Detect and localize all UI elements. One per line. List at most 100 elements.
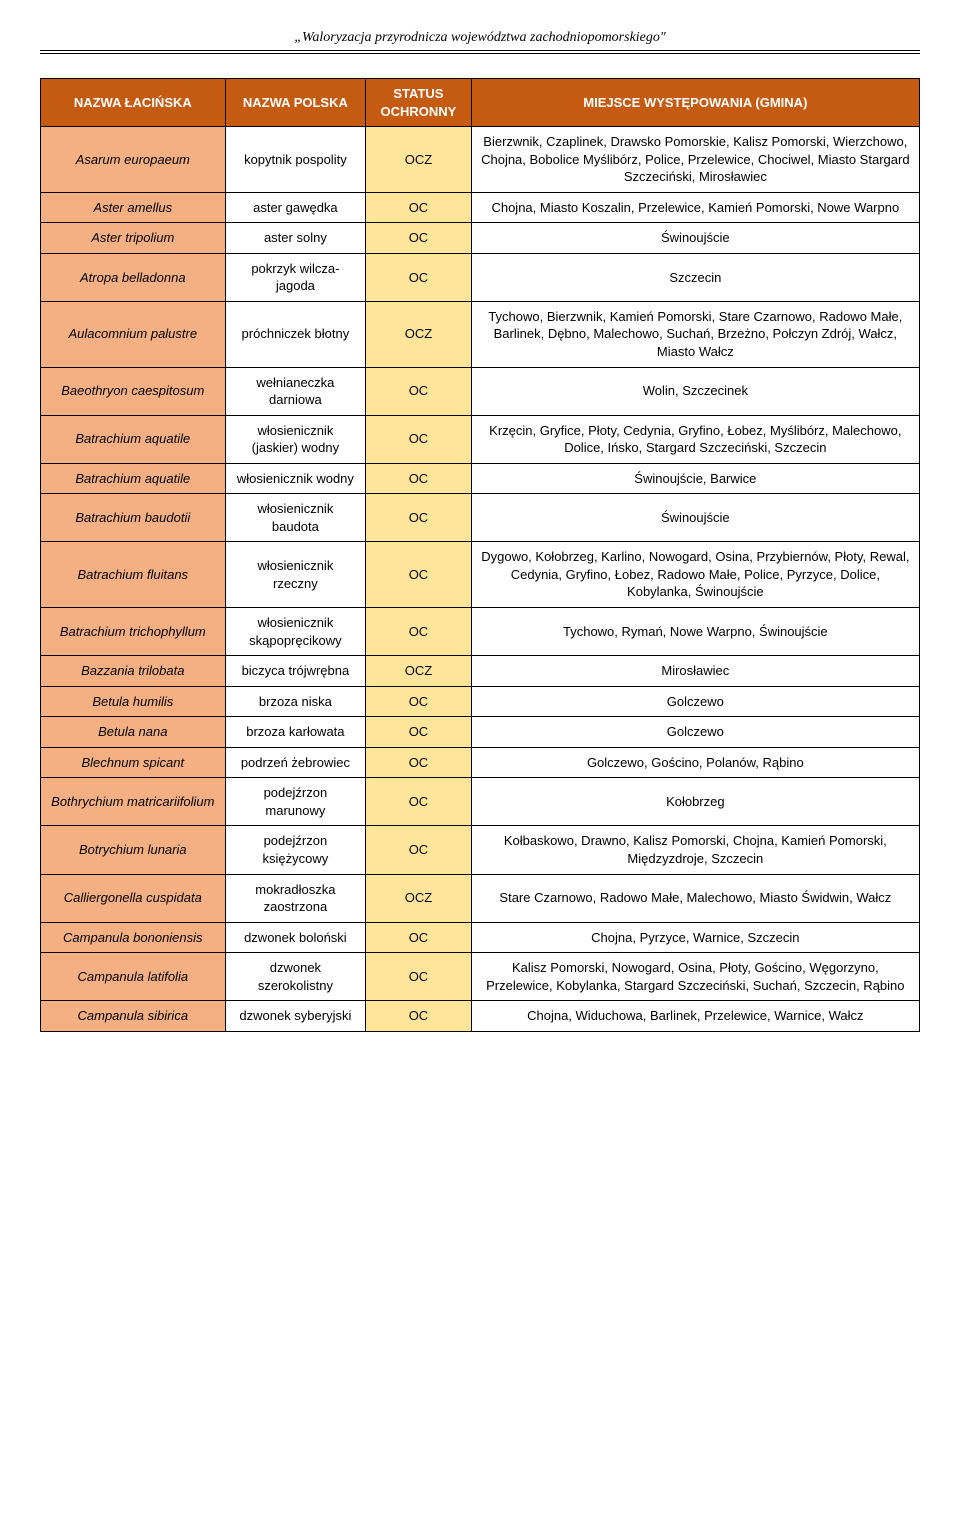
cell-place: Mirosławiec	[471, 656, 919, 687]
cell-polish: włosienicznik skąpopręcikowy	[225, 608, 366, 656]
cell-latin: Aster tripolium	[41, 223, 226, 254]
cell-status: OC	[366, 686, 471, 717]
cell-place: Chojna, Miasto Koszalin, Przelewice, Kam…	[471, 192, 919, 223]
table-header-row: NAZWA ŁACIŃSKA NAZWA POLSKA STATUS OCHRO…	[41, 79, 920, 127]
cell-status: OC	[366, 223, 471, 254]
table-row: Bazzania trilobatabiczyca trójwrębnaOCZM…	[41, 656, 920, 687]
cell-place: Krzęcin, Gryfice, Płoty, Cedynia, Gryfin…	[471, 415, 919, 463]
cell-latin: Campanula sibirica	[41, 1001, 226, 1032]
cell-polish: dzwonek syberyjski	[225, 1001, 366, 1032]
cell-place: Świnoujście, Barwice	[471, 463, 919, 494]
cell-latin: Betula nana	[41, 717, 226, 748]
col-header-place: MIEJSCE WYSTĘPOWANIA (GMINA)	[471, 79, 919, 127]
cell-place: Chojna, Widuchowa, Barlinek, Przelewice,…	[471, 1001, 919, 1032]
cell-polish: dzwonek boloński	[225, 922, 366, 953]
cell-latin: Bazzania trilobata	[41, 656, 226, 687]
cell-polish: podejźrzon księżycowy	[225, 826, 366, 874]
cell-latin: Blechnum spicant	[41, 747, 226, 778]
table-row: Batrachium aquatilewłosienicznik wodnyOC…	[41, 463, 920, 494]
cell-place: Bierzwnik, Czaplinek, Drawsko Pomorskie,…	[471, 127, 919, 193]
cell-latin: Batrachium aquatile	[41, 463, 226, 494]
col-header-latin: NAZWA ŁACIŃSKA	[41, 79, 226, 127]
cell-place: Stare Czarnowo, Radowo Małe, Malechowo, …	[471, 874, 919, 922]
cell-status: OC	[366, 463, 471, 494]
cell-status: OC	[366, 608, 471, 656]
cell-polish: podejźrzon marunowy	[225, 778, 366, 826]
cell-latin: Asarum europaeum	[41, 127, 226, 193]
cell-place: Świnoujście	[471, 223, 919, 254]
cell-place: Kołbaskowo, Drawno, Kalisz Pomorski, Cho…	[471, 826, 919, 874]
cell-polish: włosienicznik (jaskier) wodny	[225, 415, 366, 463]
cell-status: OCZ	[366, 656, 471, 687]
cell-status: OC	[366, 717, 471, 748]
table-row: Aster amellusaster gawędkaOCChojna, Mias…	[41, 192, 920, 223]
cell-latin: Bothrychium matricariifolium	[41, 778, 226, 826]
cell-latin: Batrachium baudotii	[41, 494, 226, 542]
cell-latin: Batrachium fluitans	[41, 542, 226, 608]
cell-status: OC	[366, 1001, 471, 1032]
col-header-polish: NAZWA POLSKA	[225, 79, 366, 127]
cell-status: OC	[366, 747, 471, 778]
table-row: Campanula sibiricadzwonek syberyjskiOCCh…	[41, 1001, 920, 1032]
cell-place: Wolin, Szczecinek	[471, 367, 919, 415]
cell-status: OCZ	[366, 874, 471, 922]
cell-latin: Betula humilis	[41, 686, 226, 717]
cell-status: OC	[366, 953, 471, 1001]
cell-polish: mokradłoszka zaostrzona	[225, 874, 366, 922]
cell-polish: brzoza niska	[225, 686, 366, 717]
cell-polish: włosienicznik baudota	[225, 494, 366, 542]
cell-place: Golczewo, Gościno, Polanów, Rąbino	[471, 747, 919, 778]
cell-status: OC	[366, 415, 471, 463]
cell-latin: Atropa belladonna	[41, 253, 226, 301]
cell-latin: Calliergonella cuspidata	[41, 874, 226, 922]
cell-place: Kołobrzeg	[471, 778, 919, 826]
cell-polish: dzwonek szerokolistny	[225, 953, 366, 1001]
cell-place: Szczecin	[471, 253, 919, 301]
cell-latin: Botrychium lunaria	[41, 826, 226, 874]
table-row: Batrachium aquatilewłosienicznik (jaskie…	[41, 415, 920, 463]
table-row: Betula nanabrzoza karłowataOCGolczewo	[41, 717, 920, 748]
table-row: Baeothryon caespitosumwełnianeczka darni…	[41, 367, 920, 415]
cell-polish: wełnianeczka darniowa	[225, 367, 366, 415]
table-row: Atropa belladonnapokrzyk wilcza-jagodaOC…	[41, 253, 920, 301]
cell-polish: aster solny	[225, 223, 366, 254]
cell-place: Dygowo, Kołobrzeg, Karlino, Nowogard, Os…	[471, 542, 919, 608]
cell-polish: kopytnik pospolity	[225, 127, 366, 193]
cell-status: OC	[366, 253, 471, 301]
cell-polish: podrzeń żebrowiec	[225, 747, 366, 778]
header-underline	[40, 50, 920, 54]
cell-latin: Campanula latifolia	[41, 953, 226, 1001]
table-row: Batrachium baudotiiwłosienicznik baudota…	[41, 494, 920, 542]
cell-polish: biczyca trójwrębna	[225, 656, 366, 687]
cell-polish: pokrzyk wilcza-jagoda	[225, 253, 366, 301]
table-row: Betula humilisbrzoza niskaOCGolczewo	[41, 686, 920, 717]
cell-latin: Batrachium aquatile	[41, 415, 226, 463]
cell-polish: włosienicznik wodny	[225, 463, 366, 494]
cell-place: Golczewo	[471, 686, 919, 717]
cell-place: Chojna, Pyrzyce, Warnice, Szczecin	[471, 922, 919, 953]
table-row: Batrachium fluitanswłosienicznik rzeczny…	[41, 542, 920, 608]
cell-place: Tychowo, Rymań, Nowe Warpno, Świnoujście	[471, 608, 919, 656]
cell-status: OCZ	[366, 127, 471, 193]
cell-status: OC	[366, 494, 471, 542]
cell-place: Tychowo, Bierzwnik, Kamień Pomorski, Sta…	[471, 301, 919, 367]
species-table: NAZWA ŁACIŃSKA NAZWA POLSKA STATUS OCHRO…	[40, 78, 920, 1032]
col-header-status: STATUS OCHRONNY	[366, 79, 471, 127]
table-row: Aulacomnium palustrepróchniczek błotnyOC…	[41, 301, 920, 367]
table-row: Asarum europaeumkopytnik pospolityOCZBie…	[41, 127, 920, 193]
cell-polish: próchniczek błotny	[225, 301, 366, 367]
cell-status: OC	[366, 826, 471, 874]
cell-status: OC	[366, 542, 471, 608]
cell-status: OC	[366, 192, 471, 223]
cell-polish: włosienicznik rzeczny	[225, 542, 366, 608]
cell-status: OC	[366, 778, 471, 826]
table-row: Bothrychium matricariifoliumpodejźrzon m…	[41, 778, 920, 826]
page-header: „Waloryzacja przyrodnicza województwa za…	[40, 30, 920, 46]
cell-status: OC	[366, 922, 471, 953]
cell-latin: Campanula bononiensis	[41, 922, 226, 953]
cell-polish: aster gawędka	[225, 192, 366, 223]
cell-place: Świnoujście	[471, 494, 919, 542]
table-row: Batrachium trichophyllumwłosienicznik sk…	[41, 608, 920, 656]
table-row: Campanula bononiensisdzwonek bolońskiOCC…	[41, 922, 920, 953]
table-row: Campanula latifoliadzwonek szerokolistny…	[41, 953, 920, 1001]
